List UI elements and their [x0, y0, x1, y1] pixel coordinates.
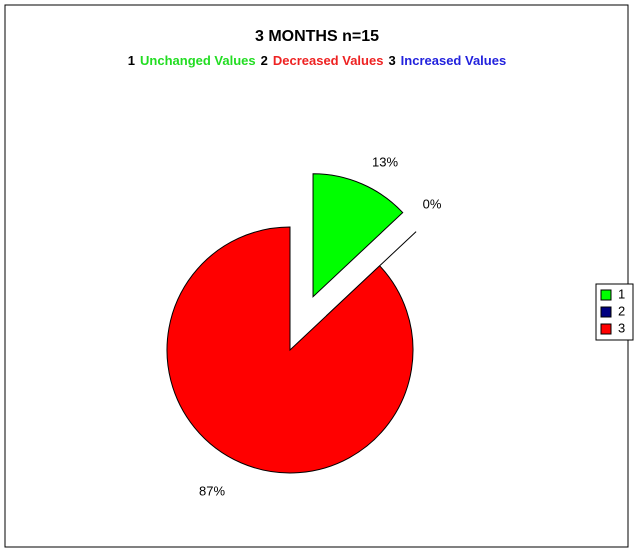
legend-label: 2: [618, 303, 625, 318]
data-label: 87%: [199, 483, 225, 498]
subtitle-part: 3: [388, 53, 395, 68]
chart-title: 3 MONTHS n=15: [255, 28, 379, 45]
data-label: 0%: [423, 196, 442, 211]
subtitle-part: Decreased Values: [273, 53, 384, 68]
chart-subtitle: 1 Unchanged Values 2 Decreased Values 3 Incre…: [128, 53, 506, 68]
legend-swatch: [600, 306, 612, 318]
legend-label: 1: [618, 286, 625, 301]
data-label: 13%: [372, 154, 398, 169]
pie-slice: [312, 173, 404, 298]
subtitle-part: 2: [261, 53, 268, 68]
pie-slice: [166, 226, 414, 474]
legend-swatch: [600, 289, 612, 301]
subtitle-part: Increased Values: [401, 53, 507, 68]
legend-swatch: [600, 323, 612, 335]
subtitle-part: 1: [128, 53, 135, 68]
legend-label: 3: [618, 320, 625, 335]
subtitle-part: Unchanged Values: [140, 53, 256, 68]
